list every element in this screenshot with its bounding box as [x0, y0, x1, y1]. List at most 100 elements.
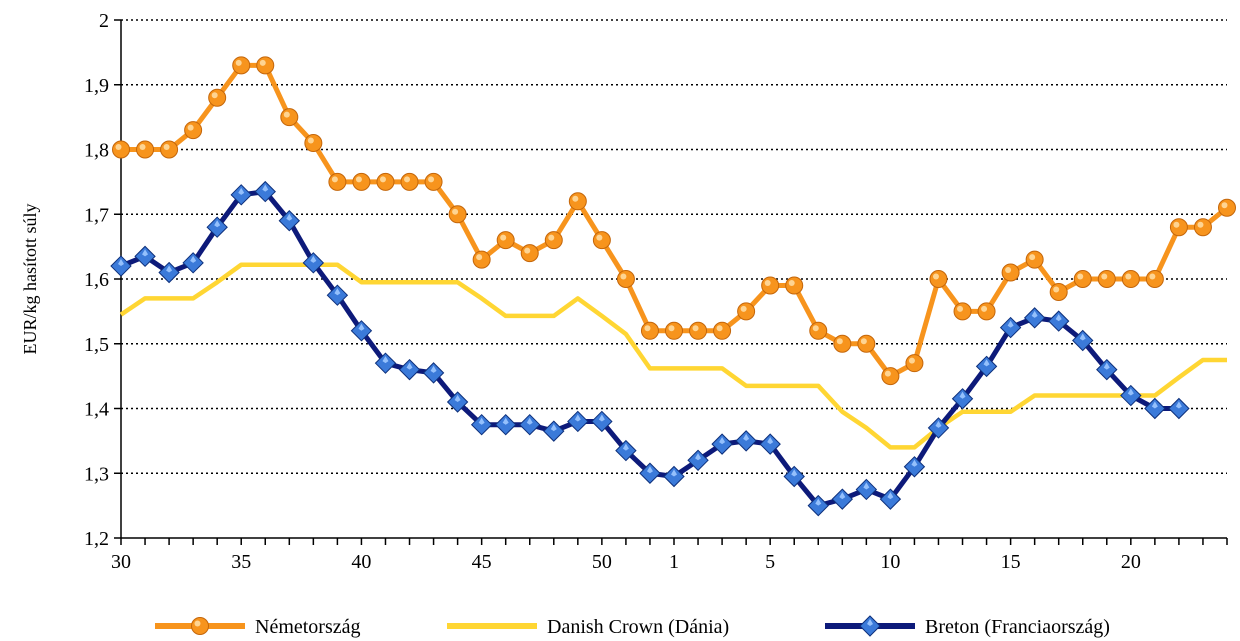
data-point — [448, 205, 467, 224]
data-point — [1001, 263, 1020, 282]
data-point-highlight — [716, 325, 723, 332]
data-point-highlight — [406, 362, 413, 370]
legend-item: Breton (Franciaország) — [825, 615, 1110, 638]
x-tick-label: 1 — [669, 551, 679, 573]
data-point — [785, 276, 804, 295]
data-point-highlight — [163, 144, 170, 150]
data-point-highlight — [1007, 320, 1014, 328]
data-point — [1025, 250, 1044, 269]
data-point-highlight — [139, 144, 146, 150]
legend-item: Danish Crown (Dánia) — [447, 616, 729, 638]
x-tick-label: 30 — [111, 551, 131, 573]
data-point-highlight — [358, 323, 365, 331]
data-point — [977, 302, 996, 321]
data-point-highlight — [1055, 314, 1062, 322]
data-point-highlight — [935, 420, 942, 428]
data-point — [520, 244, 539, 263]
data-point-highlight — [550, 424, 557, 432]
data-point-highlight — [310, 255, 317, 263]
data-point — [1049, 282, 1068, 301]
data-point-highlight — [668, 325, 675, 332]
data-point-highlight — [574, 414, 581, 422]
y-tick-label: 1,4 — [84, 399, 109, 421]
data-point-highlight — [286, 213, 293, 221]
x-tick-label: 45 — [472, 551, 492, 573]
data-point-highlight — [983, 359, 990, 367]
data-point — [328, 172, 347, 191]
data-point — [352, 172, 371, 191]
data-point — [1145, 270, 1164, 288]
data-point-highlight — [1149, 273, 1156, 280]
data-point-highlight — [740, 305, 747, 312]
x-tick-label: 40 — [351, 551, 371, 573]
data-point — [953, 302, 972, 321]
data-point-highlight — [1053, 286, 1060, 293]
data-point-highlight — [692, 325, 699, 332]
data-point — [280, 108, 299, 127]
data-point-highlight — [598, 414, 605, 422]
data-point — [1073, 270, 1092, 288]
data-point-highlight — [957, 305, 964, 312]
data-point-highlight — [115, 144, 122, 150]
data-point — [761, 276, 780, 295]
data-point — [494, 413, 517, 436]
data-point — [568, 192, 587, 211]
data-point-highlight — [644, 325, 651, 332]
data-point-highlight — [1077, 273, 1084, 280]
x-tick-label: 15 — [1001, 551, 1021, 573]
data-point-highlight — [1151, 401, 1158, 409]
data-point — [544, 231, 563, 250]
data-point — [424, 172, 443, 191]
data-point-highlight — [908, 357, 915, 364]
data-point-highlight — [355, 176, 362, 183]
data-point-highlight — [307, 137, 314, 144]
data-point-highlight — [1079, 333, 1086, 341]
data-point-highlight — [238, 187, 245, 195]
data-point — [472, 250, 491, 269]
data-point-highlight — [815, 498, 822, 506]
data-point-highlight — [214, 220, 221, 228]
x-tick-label: 50 — [592, 551, 612, 573]
data-point — [208, 88, 227, 107]
data-point-highlight — [981, 305, 988, 312]
data-point — [112, 140, 130, 159]
series-line — [120, 189, 1179, 509]
data-point — [400, 172, 419, 191]
data-point — [905, 354, 924, 373]
data-point-highlight — [194, 620, 201, 627]
data-point-highlight — [548, 234, 555, 241]
data-point-highlight — [1031, 310, 1038, 318]
data-point-highlight — [1103, 362, 1110, 370]
data-point — [713, 321, 732, 340]
data-point-highlight — [1175, 401, 1182, 409]
y-axis-ticks: 1,2 1,3 1,4 1,5 1,6 1,7 1,8 1,9 2 — [84, 10, 121, 550]
data-point-highlight — [1221, 202, 1228, 209]
data-point-highlight — [572, 195, 579, 202]
series-0 — [112, 56, 1236, 386]
data-point-highlight — [719, 437, 726, 445]
data-point — [136, 140, 155, 159]
data-point — [496, 231, 515, 250]
data-point-highlight — [452, 208, 459, 215]
data-point — [184, 121, 203, 140]
data-point-highlight — [932, 273, 939, 280]
data-point — [809, 321, 828, 340]
y-tick-label: 1,7 — [84, 204, 109, 226]
data-point-highlight — [646, 466, 653, 474]
data-point-highlight — [526, 417, 533, 425]
data-point-highlight — [211, 92, 218, 99]
data-point — [232, 56, 251, 75]
data-point-highlight — [863, 482, 870, 490]
y-tick-label: 1,9 — [84, 75, 109, 97]
data-point-highlight — [791, 469, 798, 477]
legend: Németország Danish Crown (Dánia) Breton (F… — [155, 615, 1110, 638]
data-point-highlight — [743, 433, 750, 441]
data-point-highlight — [1125, 273, 1132, 280]
data-point-highlight — [142, 249, 149, 257]
x-tick-label: 20 — [1121, 551, 1141, 573]
data-point-highlight — [476, 254, 483, 261]
data-point — [616, 270, 635, 288]
data-point — [857, 334, 876, 353]
data-point — [1193, 218, 1212, 237]
